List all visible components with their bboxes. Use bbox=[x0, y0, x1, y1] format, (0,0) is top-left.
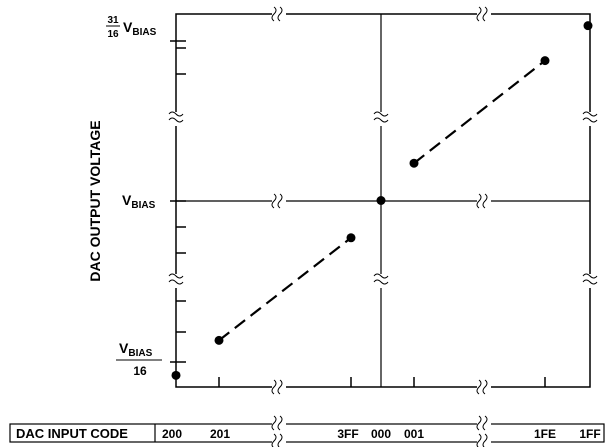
y-tick-bottom-label: VBIAS bbox=[119, 340, 153, 359]
y-tick-top-denominator: 16 bbox=[107, 29, 119, 40]
break-mid-0 bbox=[271, 193, 286, 209]
break-right-1 bbox=[582, 273, 598, 288]
code-labels: 200 201 3FF 000 001 1FE 1FF bbox=[162, 427, 601, 441]
input-code-table: DAC INPUT CODE 200 201 3FF 000 001 1FE 1FF bbox=[9, 415, 605, 447]
code-label-200: 200 bbox=[162, 427, 182, 441]
data-series bbox=[171, 21, 593, 380]
code-label-001: 001 bbox=[404, 427, 424, 441]
series-line-3 bbox=[413, 59, 546, 165]
code-table-header: DAC INPUT CODE bbox=[16, 426, 128, 441]
data-point-200 bbox=[171, 370, 181, 380]
y-tick-mid-sub: BIAS bbox=[131, 200, 155, 211]
data-point-1FF bbox=[583, 21, 593, 31]
code-label-1ff: 1FF bbox=[579, 427, 600, 441]
break-center-0 bbox=[373, 111, 389, 126]
y-tick-top-label: VBIAS bbox=[123, 19, 157, 38]
data-point-000 bbox=[376, 196, 386, 205]
break-mid-1 bbox=[476, 193, 491, 209]
data-point-001 bbox=[409, 158, 419, 168]
y-tick-top-v: V bbox=[123, 19, 133, 35]
break-center-1 bbox=[373, 273, 389, 288]
code-table-break-0 bbox=[271, 415, 286, 447]
break-top-0 bbox=[271, 6, 286, 22]
code-table-breaks bbox=[271, 415, 491, 447]
code-label-201: 201 bbox=[210, 427, 230, 441]
y-tick-top-sub: BIAS bbox=[132, 27, 156, 38]
data-point-201 bbox=[214, 335, 224, 345]
y-tick-bottom-v: V bbox=[119, 340, 129, 356]
break-right-0 bbox=[582, 111, 598, 126]
break-bottom-0 bbox=[271, 379, 286, 395]
break-bottom-1 bbox=[476, 379, 491, 395]
break-left-0 bbox=[168, 111, 184, 126]
code-label-3ff: 3FF bbox=[337, 427, 358, 441]
code-label-1fe: 1FE bbox=[534, 427, 556, 441]
axis-ticks bbox=[170, 40, 546, 387]
y-tick-label-mid: VBIAS bbox=[122, 192, 156, 211]
y-tick-label-top: 31 16 VBIAS bbox=[106, 15, 157, 40]
data-point-1FE bbox=[540, 56, 550, 66]
code-label-000: 000 bbox=[371, 427, 391, 441]
break-top-1 bbox=[476, 6, 491, 22]
y-axis-title: DAC OUTPUT VOLTAGE bbox=[87, 120, 103, 281]
y-tick-mid-v: V bbox=[122, 192, 132, 208]
y-tick-label-bottom: VBIAS 16 bbox=[116, 340, 162, 378]
data-point-3FF bbox=[346, 233, 356, 243]
y-tick-bottom-sub: BIAS bbox=[128, 348, 152, 359]
break-left-1 bbox=[168, 273, 184, 288]
code-table-border bbox=[9, 423, 605, 443]
axis-breaks bbox=[168, 6, 598, 395]
code-table-break-1 bbox=[476, 415, 491, 447]
y-tick-bottom-denominator: 16 bbox=[133, 364, 147, 378]
y-tick-top-numerator: 31 bbox=[107, 15, 119, 26]
series-line-1 bbox=[218, 236, 352, 342]
